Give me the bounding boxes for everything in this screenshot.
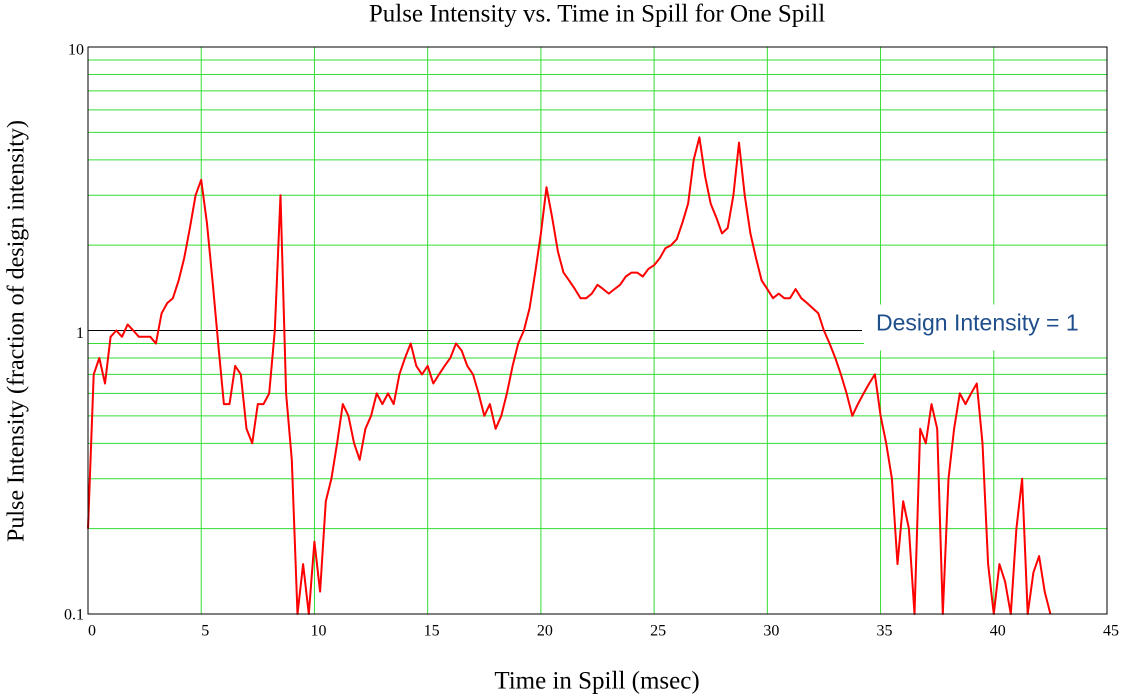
x-tick-label: 10 xyxy=(310,623,326,640)
x-tick-label: 20 xyxy=(537,623,553,640)
x-tick-label: 5 xyxy=(201,623,209,640)
x-tick-label: 0 xyxy=(88,623,96,640)
annotation: Design Intensity = 1 xyxy=(876,310,1079,336)
x-tick-label: 15 xyxy=(424,623,440,640)
x-tick-label: 45 xyxy=(1103,623,1119,640)
y-tick-label: 1 xyxy=(76,325,84,342)
x-tick-label: 35 xyxy=(877,623,893,640)
x-tick-label: 30 xyxy=(763,623,779,640)
x-tick-label: 40 xyxy=(990,623,1006,640)
x-axis-label: Time in Spill (msec) xyxy=(494,668,699,695)
x-tick-label: 25 xyxy=(650,623,666,640)
plot-border xyxy=(87,46,1108,615)
y-tick-label: 10 xyxy=(68,42,84,59)
y-tick-label: 0.1 xyxy=(64,607,84,624)
y-axis-label: Pulse Intensity (fraction of design inte… xyxy=(4,120,30,542)
data-line xyxy=(87,136,1052,615)
chart-title: Pulse Intensity vs. Time in Spill for On… xyxy=(369,1,825,28)
annotation-box xyxy=(864,304,1110,351)
